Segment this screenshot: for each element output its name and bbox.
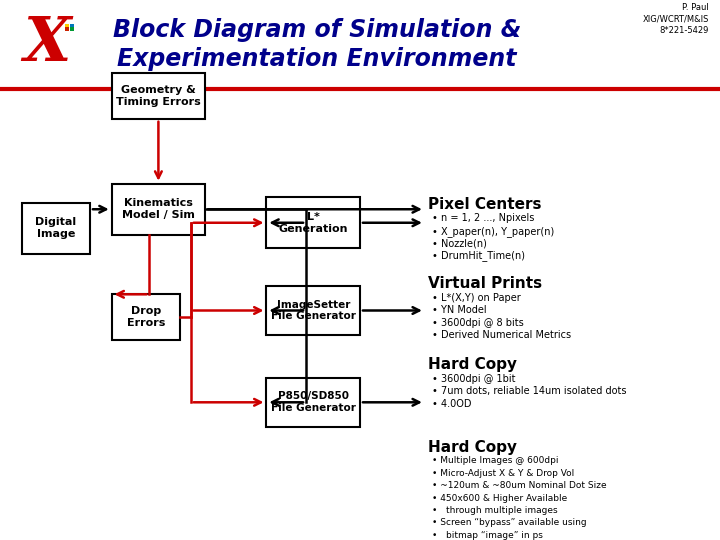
Text: L*
Generation: L* Generation (279, 212, 348, 233)
Text: Drop
Errors: Drop Errors (127, 306, 165, 328)
Text: • L*(X,Y) on Paper: • L*(X,Y) on Paper (432, 293, 521, 303)
Text: • 4.0OD: • 4.0OD (432, 399, 472, 409)
Text: Geometry &
Timing Errors: Geometry & Timing Errors (116, 85, 201, 107)
Bar (266, 378, 360, 427)
Text: • Nozzle(n): • Nozzle(n) (432, 238, 487, 248)
Text: • 450x600 & Higher Available: • 450x600 & Higher Available (432, 494, 567, 503)
Text: Hard Copy: Hard Copy (428, 357, 518, 373)
Bar (65, 28, 69, 31)
Text: Pixel Centers: Pixel Centers (428, 197, 542, 212)
Text: • X_paper(n), Y_paper(n): • X_paper(n), Y_paper(n) (432, 226, 554, 237)
Text: X: X (23, 14, 71, 75)
Bar (112, 184, 205, 235)
Bar (70, 28, 74, 31)
Bar (22, 202, 90, 254)
Text: • DrumHit_Time(n): • DrumHit_Time(n) (432, 251, 525, 261)
Text: • ~120um & ~80um Nominal Dot Size: • ~120um & ~80um Nominal Dot Size (432, 481, 607, 490)
Text: P850/SD850
File Generator: P850/SD850 File Generator (271, 392, 356, 413)
Bar (112, 73, 205, 119)
Bar (266, 197, 360, 248)
Bar (266, 286, 360, 335)
Text: • 3600dpi @ 8 bits: • 3600dpi @ 8 bits (432, 318, 523, 328)
Text: • Micro-Adjust X & Y & Drop Vol: • Micro-Adjust X & Y & Drop Vol (432, 469, 575, 478)
Bar (70, 24, 74, 27)
Bar (65, 24, 69, 27)
Text: •   bitmap “image” in ps: • bitmap “image” in ps (432, 531, 543, 540)
Text: ImageSetter
File Generator: ImageSetter File Generator (271, 300, 356, 321)
Text: P. Paul
XIG/WCRT/M&IS
8*221-5429: P. Paul XIG/WCRT/M&IS 8*221-5429 (643, 3, 709, 35)
Bar (112, 294, 180, 340)
Text: • YN Model: • YN Model (432, 305, 487, 315)
Text: Block Diagram of Simulation &
Experimentation Environment: Block Diagram of Simulation & Experiment… (112, 18, 521, 71)
Text: Digital
Image: Digital Image (35, 217, 76, 239)
Text: Kinematics
Model / Sim: Kinematics Model / Sim (122, 199, 195, 220)
Text: • 7um dots, reliable 14um isolated dots: • 7um dots, reliable 14um isolated dots (432, 386, 626, 396)
Text: • Multiple Images @ 600dpi: • Multiple Images @ 600dpi (432, 456, 559, 465)
Text: Hard Copy: Hard Copy (428, 440, 518, 455)
Text: • Derived Numerical Metrics: • Derived Numerical Metrics (432, 330, 571, 340)
Text: •   through multiple images: • through multiple images (432, 506, 557, 515)
Bar (0, 0, 720, 89)
Text: • n = 1, 2 ..., Npixels: • n = 1, 2 ..., Npixels (432, 213, 534, 224)
Text: Virtual Prints: Virtual Prints (428, 276, 543, 292)
Text: • Screen “bypass” available using: • Screen “bypass” available using (432, 518, 587, 528)
Text: • 3600dpi @ 1bit: • 3600dpi @ 1bit (432, 374, 516, 384)
